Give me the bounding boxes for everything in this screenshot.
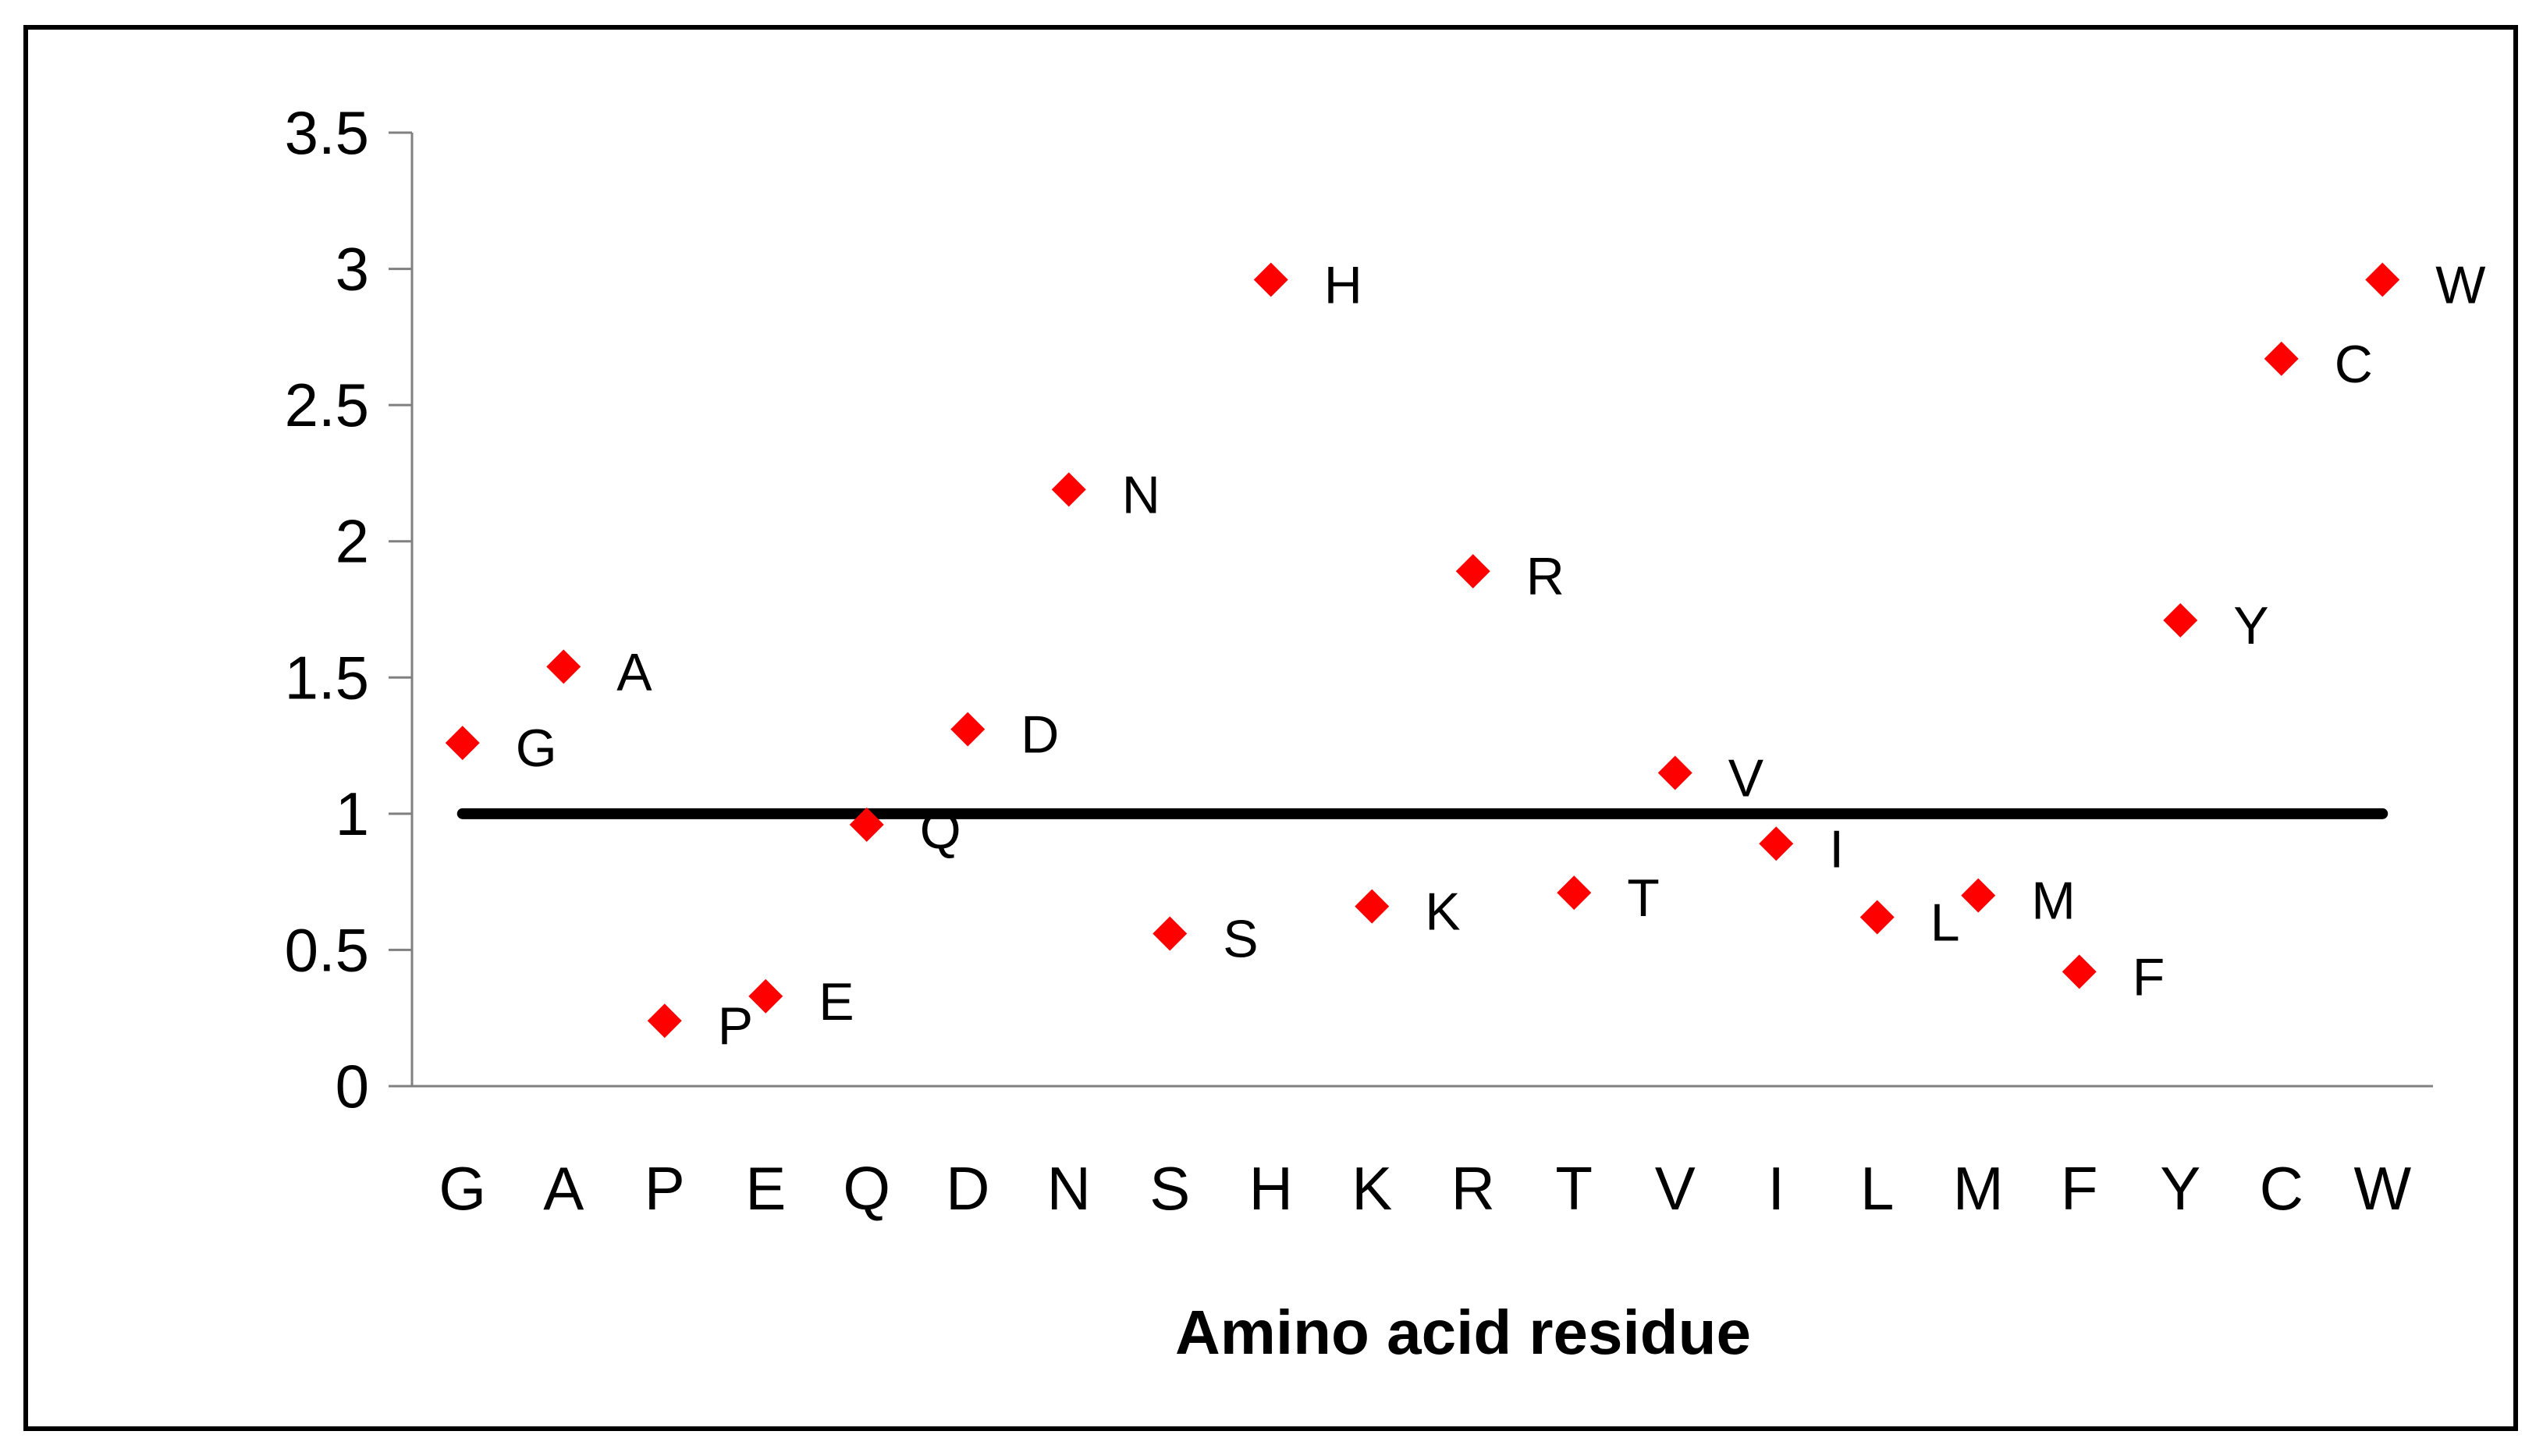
data-point-F [2062, 954, 2097, 989]
x-tick-label: N [1047, 1154, 1091, 1223]
y-tick-label: 0.5 [285, 915, 369, 984]
data-point-W [2365, 262, 2400, 297]
y-tick-label: 2 [336, 507, 369, 576]
x-tick-label: I [1767, 1154, 1785, 1223]
data-point-T [1557, 875, 1592, 911]
y-tick-label: 1 [336, 779, 369, 848]
x-tick-label: W [2353, 1154, 2411, 1223]
x-tick-label: Y [2160, 1154, 2200, 1223]
point-label-I: I [1829, 819, 1844, 879]
y-tick-label: 0 [336, 1052, 369, 1120]
point-label-Y: Y [2233, 596, 2268, 655]
point-label-A: A [616, 642, 652, 701]
point-label-K: K [1425, 882, 1460, 942]
x-tick-label: T [1555, 1154, 1593, 1223]
point-label-M: M [2031, 872, 2076, 931]
y-tick-label: 1.5 [285, 643, 369, 712]
point-label-V: V [1728, 748, 1764, 808]
data-point-G [445, 726, 480, 761]
point-label-E: E [819, 972, 854, 1032]
y-tick-label: 3.5 [285, 98, 369, 167]
data-point-E [748, 978, 783, 1014]
point-label-Q: Q [920, 801, 961, 860]
y-tick-label: 2.5 [285, 371, 369, 439]
data-point-S [1153, 916, 1188, 951]
point-label-R: R [1526, 547, 1565, 606]
x-tick-label: E [745, 1154, 786, 1223]
data-point-C [2264, 341, 2299, 376]
point-label-G: G [516, 719, 557, 778]
y-tick-label: 3 [336, 235, 369, 304]
x-tick-label: S [1149, 1154, 1190, 1223]
point-label-D: D [1021, 705, 1059, 765]
data-point-Q [849, 807, 884, 842]
x-tick-label: L [1860, 1154, 1894, 1223]
data-point-A [546, 649, 581, 684]
point-labels: GA P E Q D N S H K R T V I L MF Y C W [516, 256, 2486, 1056]
chart-frame [23, 25, 2518, 1431]
point-label-N: N [1122, 465, 1160, 524]
point-label-H: H [1324, 256, 1362, 315]
point-label-F: F [2133, 947, 2165, 1007]
x-tick-label: R [1451, 1154, 1495, 1223]
data-points [445, 262, 2400, 1039]
data-point-H [1253, 262, 1288, 297]
data-point-V [1657, 755, 1692, 790]
x-axis-title: Amino acid residue [1175, 1298, 1751, 1367]
point-label-T: T [1627, 868, 1660, 928]
data-point-I [1759, 826, 1794, 861]
x-tick-label: V [1655, 1154, 1696, 1223]
x-tick-label: M [1953, 1154, 2004, 1223]
x-tick-label: G [439, 1154, 486, 1223]
point-label-S: S [1223, 909, 1258, 968]
data-point-N [1051, 472, 1086, 507]
x-tick-label: H [1249, 1154, 1293, 1223]
x-tick-label: A [543, 1154, 584, 1223]
y-axis: 0 0.5 1 1.5 2 2.5 3 3.5 [285, 98, 414, 1120]
point-label-P: P [718, 996, 753, 1056]
point-label-C: C [2335, 335, 2373, 394]
x-tick-label: D [946, 1154, 989, 1223]
data-point-P [647, 1003, 682, 1039]
x-tick-label: C [2260, 1154, 2303, 1223]
x-tick-label: P [645, 1154, 685, 1223]
data-point-K [1355, 889, 1390, 924]
data-point-L [1859, 900, 1895, 935]
x-tick-label: Q [843, 1154, 890, 1223]
x-tick-label: K [1351, 1154, 1392, 1223]
data-point-Y [2163, 602, 2198, 637]
data-point-M [1961, 878, 1996, 913]
point-label-W: W [2435, 256, 2485, 315]
point-label-L: L [1930, 893, 1960, 953]
data-point-D [950, 712, 986, 747]
data-point-R [1455, 554, 1490, 589]
x-tick-label: F [2061, 1154, 2098, 1223]
